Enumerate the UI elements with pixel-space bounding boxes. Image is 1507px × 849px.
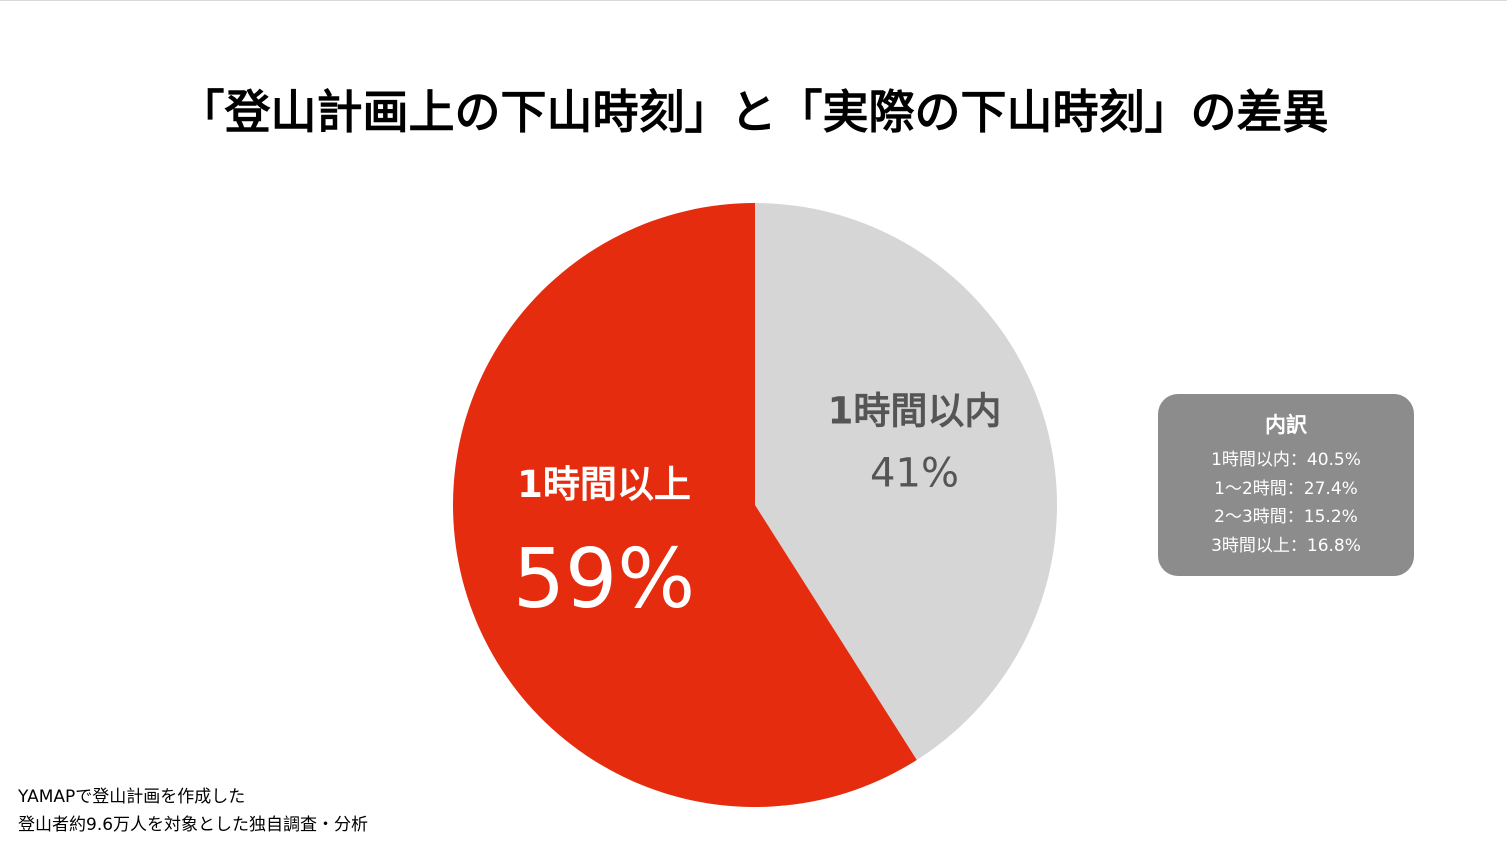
source-note: YAMAPで登山計画を作成した 登山者約9.6万人を対象とした独自調査・分析 (18, 783, 368, 839)
breakdown-item: 3時間以上：16.8% (1211, 535, 1361, 556)
top-divider (0, 0, 1507, 1)
breakdown-item: 2〜3時間：15.2% (1214, 507, 1358, 527)
slice-label: 1時間以内 (828, 390, 1002, 433)
slice-value: 59% (513, 532, 695, 627)
breakdown-title: 内訳 (1265, 413, 1307, 437)
pie-slice-2 (452, 203, 917, 807)
chart-title: 「登山計画上の下山時刻」と「実際の下山時刻」の差異 (178, 85, 1329, 139)
slice-label: 1時間以上 (517, 463, 691, 506)
breakdown-panel: 内訳 1時間以内：40.5% 1〜2時間：27.4% 2〜3時間：15.2% 3… (1158, 394, 1414, 576)
breakdown-item: 1時間以内：40.5% (1211, 450, 1361, 470)
breakdown-item: 1〜2時間：27.4% (1214, 478, 1358, 499)
source-line: 登山者約9.6万人を対象とした独自調査・分析 (18, 815, 369, 835)
slice-value: 41% (870, 451, 959, 497)
breakdown-list: 1時間以内：40.5% 1〜2時間：27.4% 2〜3時間：15.2% 3時間以… (1158, 446, 1414, 560)
source-line: YAMAPで登山計画を作成した (18, 787, 246, 807)
pie-slice-1 (755, 203, 1057, 760)
